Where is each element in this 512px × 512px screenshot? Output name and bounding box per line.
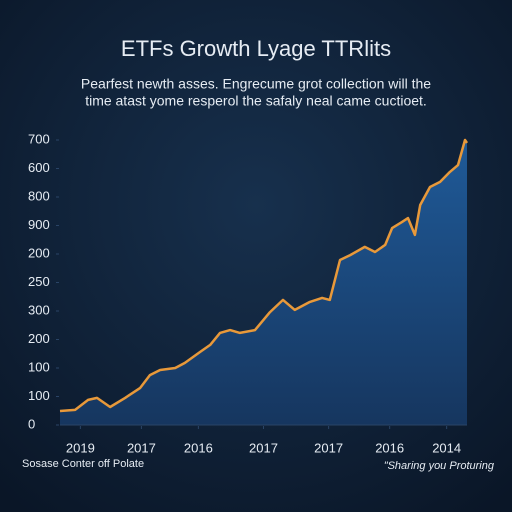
- footer-right: "Sharing you Proturing: [384, 460, 495, 472]
- x-tick-label: 2016: [184, 440, 213, 455]
- subtitle: time atast yome resperol the safaly neal…: [85, 93, 427, 109]
- x-tick-label: 2014: [432, 440, 461, 455]
- line: [59, 138, 469, 413]
- y-tick-label: 800: [28, 188, 50, 203]
- y-tick-label: 300: [28, 302, 50, 317]
- x-tick-label: 2017: [314, 440, 343, 455]
- y-tick-label: 250: [28, 274, 50, 289]
- y-tick-label: 0: [28, 416, 35, 431]
- y-tick-label: 200: [28, 245, 50, 260]
- y-tick-label: 200: [28, 331, 50, 346]
- footer-left: Sosase Conter off Polate: [22, 458, 144, 470]
- y-tick-label: 700: [28, 131, 50, 146]
- y-tick-label: 600: [28, 160, 50, 175]
- chart-title: ETFs Growth Lyage TTRlits: [121, 36, 391, 61]
- x-tick-label: 2016: [375, 440, 404, 455]
- y-tick-label: 100: [28, 388, 50, 403]
- x-tick-label: 2017: [127, 440, 156, 455]
- area: [60, 140, 467, 425]
- y-tick-label: 100: [28, 359, 50, 374]
- x-tick-label: 2017: [249, 440, 278, 455]
- subtitle: Pearfest newth asses. Engrecume grot col…: [81, 76, 431, 92]
- y-tick-label: 900: [28, 217, 50, 232]
- x-tick-label: 2019: [66, 440, 95, 455]
